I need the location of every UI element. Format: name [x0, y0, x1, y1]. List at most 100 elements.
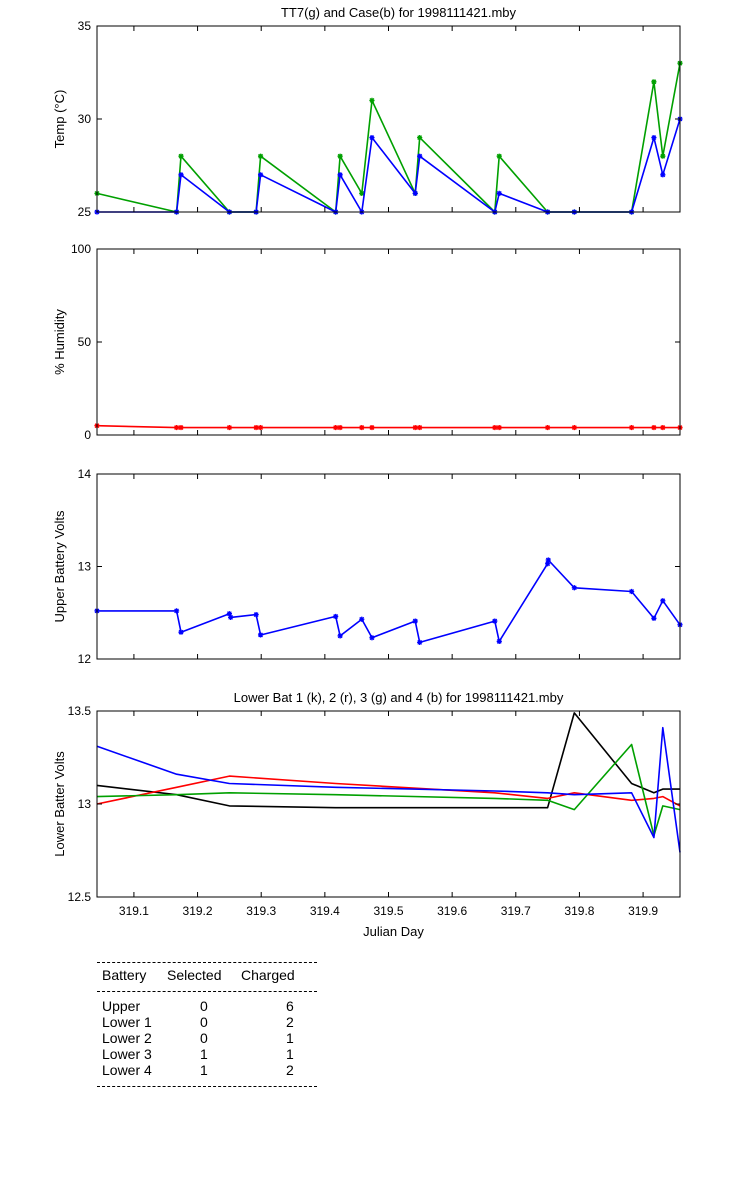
series-line	[96, 743, 681, 837]
y-tick-label: 14	[78, 467, 92, 481]
plot-frame	[96, 248, 681, 436]
x-tick-label: 319.4	[310, 904, 340, 918]
data-point-marker	[660, 424, 666, 431]
chart-panel-2: 0 50 100 % Humidity	[52, 242, 683, 442]
series-line	[96, 775, 681, 807]
chart-title: Lower Bat 1 (k), 2 (r), 3 (g) and 4 (b) …	[234, 690, 564, 705]
data-point-marker	[226, 611, 232, 617]
data-point-marker	[660, 172, 666, 178]
table-header-row: Battery Selected Charged	[97, 967, 317, 983]
battery-charged: 1	[286, 1046, 294, 1062]
battery-name: Lower 2	[102, 1030, 152, 1046]
x-tick-label: 319.3	[246, 904, 276, 918]
battery-status-table: Battery Selected Charged Upper 0 6 Lower…	[97, 962, 317, 1087]
data-point-marker	[496, 424, 502, 431]
battery-charged: 2	[286, 1062, 294, 1078]
battery-selected: 0	[200, 1014, 208, 1030]
y-tick-label: 0	[84, 428, 91, 442]
series-line	[97, 559, 681, 644]
series-line	[96, 63, 681, 213]
table-row: Lower 2 0 1	[97, 1030, 317, 1046]
data-point-marker	[359, 616, 365, 622]
y-axis-label: Temp (°C)	[52, 90, 67, 149]
x-tick-label: 319.7	[501, 904, 531, 918]
data-point-marker	[545, 424, 551, 431]
data-series-1	[94, 60, 683, 215]
data-point-marker	[651, 424, 657, 431]
x-tick-label: 319.8	[564, 904, 594, 918]
y-tick-label: 13.5	[68, 704, 92, 718]
y-tick-label: 12	[78, 652, 92, 666]
data-point-marker	[496, 153, 502, 159]
table-row: Lower 1 0 2	[97, 1014, 317, 1030]
series-line	[97, 118, 681, 213]
data-point-marker	[496, 190, 502, 196]
data-point-marker	[333, 613, 339, 620]
data-series-1	[94, 557, 683, 645]
y-tick-label: 50	[78, 335, 92, 349]
data-point-marker	[178, 153, 184, 159]
data-point-marker	[228, 614, 234, 620]
data-point-marker	[337, 424, 343, 431]
data-point-marker	[337, 172, 343, 178]
chart-panel-1: 25 30 35 TT7(g) and Case(b) for 1998111421.…	[52, 5, 683, 219]
battery-selected: 1	[200, 1062, 208, 1078]
data-series-3	[96, 743, 681, 837]
header-charged: Charged	[241, 967, 295, 983]
data-point-marker	[412, 190, 418, 196]
battery-selected: 0	[200, 1030, 208, 1046]
data-point-marker	[257, 424, 264, 431]
data-point-marker	[412, 618, 418, 624]
data-point-marker	[257, 632, 264, 638]
battery-name: Upper	[102, 998, 141, 1014]
header-selected: Selected	[167, 967, 222, 983]
data-point-marker	[173, 424, 180, 431]
battery-name: Lower 1	[102, 1014, 152, 1030]
data-point-marker	[660, 153, 666, 159]
data-series-1	[94, 423, 683, 431]
data-point-marker	[257, 153, 264, 159]
battery-name: Lower 3	[102, 1046, 152, 1062]
data-point-marker	[369, 635, 375, 641]
data-point-marker	[369, 135, 375, 141]
y-tick-label: 35	[78, 19, 92, 33]
data-point-marker	[545, 561, 551, 567]
battery-charged: 1	[286, 1030, 294, 1046]
battery-charged: 6	[286, 998, 294, 1014]
data-point-marker	[359, 424, 365, 431]
y-tick-label: 13	[78, 797, 92, 811]
series-line	[96, 424, 680, 429]
data-point-marker	[359, 190, 365, 196]
data-point-marker	[369, 97, 375, 103]
data-point-marker	[257, 172, 264, 178]
chart-panel-3: 12 13 14 Upper Battery Volts	[52, 467, 683, 666]
y-tick-label: 30	[78, 112, 92, 126]
table-body: Upper 0 6 Lower 1 0 2 Lower 2 0 1 Lower …	[97, 998, 317, 1078]
plot-frame	[96, 25, 681, 213]
data-point-marker	[226, 424, 232, 431]
data-point-marker	[571, 585, 577, 591]
y-tick-label: 13	[78, 560, 92, 574]
plot-frame	[96, 710, 681, 898]
battery-name: Lower 4	[102, 1062, 152, 1078]
data-point-marker	[369, 424, 375, 431]
chart-title: TT7(g) and Case(b) for 1998111421.mby	[281, 5, 517, 20]
data-point-marker	[629, 588, 635, 595]
data-point-marker	[417, 639, 423, 645]
table-row: Lower 3 1 1	[97, 1046, 317, 1062]
battery-selected: 1	[200, 1046, 208, 1062]
x-axis-label: Julian Day	[363, 924, 424, 939]
table-header-rule	[97, 991, 317, 992]
data-point-marker	[660, 598, 666, 604]
data-point-marker	[651, 79, 657, 85]
data-point-marker	[417, 424, 423, 431]
x-tick-label: 319.6	[437, 904, 467, 918]
y-tick-label: 100	[71, 242, 91, 256]
data-point-marker	[545, 557, 551, 563]
table-row: Upper 0 6	[97, 998, 317, 1014]
data-point-marker	[337, 153, 343, 159]
data-point-marker	[496, 638, 502, 645]
y-tick-label: 12.5	[68, 890, 92, 904]
data-series-4	[96, 726, 681, 853]
data-point-marker	[178, 424, 184, 431]
